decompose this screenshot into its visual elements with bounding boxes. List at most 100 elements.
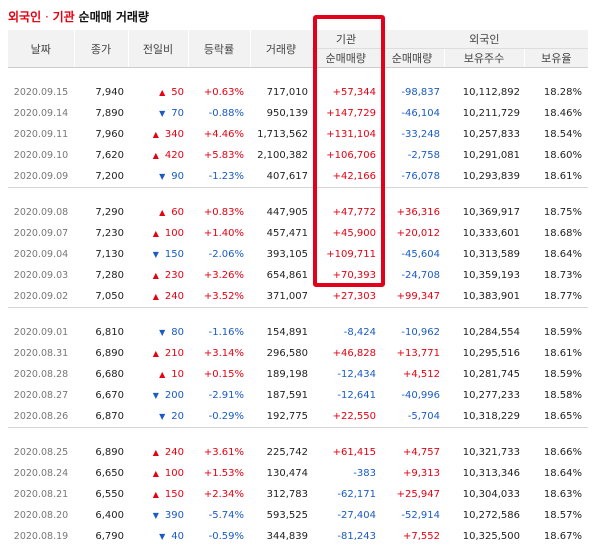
triangle-down-icon: ▼ bbox=[159, 172, 165, 181]
trading-table: 날짜 종가 전일비 등락률 거래량 기관 외국인 순매매량 순매매량 보유주수 … bbox=[8, 30, 588, 547]
header-institution: 기관 bbox=[312, 30, 380, 49]
change-value: 60 bbox=[171, 207, 184, 218]
change-value: 90 bbox=[171, 171, 184, 182]
cell-foreign-shares: 10,211,729 bbox=[444, 103, 524, 124]
cell-rate: +2.34% bbox=[188, 484, 250, 505]
cell-rate: +0.63% bbox=[188, 82, 250, 103]
cell-rate: +1.40% bbox=[188, 223, 250, 244]
cell-close: 7,130 bbox=[74, 244, 128, 265]
header-foreign-shares: 보유주수 bbox=[444, 49, 524, 68]
cell-inst-net: +61,415 bbox=[312, 442, 380, 463]
cell-rate: -5.74% bbox=[188, 505, 250, 526]
group-separator bbox=[8, 68, 588, 83]
change-value: 70 bbox=[171, 108, 184, 119]
cell-foreign-ratio: 18.67% bbox=[524, 526, 588, 547]
header-change: 전일비 bbox=[128, 30, 188, 68]
cell-foreign-net: +20,012 bbox=[380, 223, 444, 244]
cell-close: 7,940 bbox=[74, 82, 128, 103]
title-foreign: 외국인 bbox=[8, 10, 41, 24]
change-value: 50 bbox=[171, 87, 184, 98]
cell-inst-net: +42,166 bbox=[312, 166, 380, 188]
title-rest: 순매매 거래량 bbox=[79, 10, 149, 24]
cell-inst-net: -383 bbox=[312, 463, 380, 484]
change-value: 390 bbox=[165, 510, 184, 521]
cell-date: 2020.08.21 bbox=[8, 484, 74, 505]
cell-date: 2020.08.27 bbox=[8, 385, 74, 406]
cell-foreign-ratio: 18.77% bbox=[524, 286, 588, 308]
cell-foreign-net: +9,313 bbox=[380, 463, 444, 484]
cell-foreign-shares: 10,359,193 bbox=[444, 265, 524, 286]
cell-volume: 717,010 bbox=[250, 82, 312, 103]
cell-foreign-ratio: 18.73% bbox=[524, 265, 588, 286]
triangle-up-icon: ▲ bbox=[153, 469, 159, 478]
cell-close: 6,400 bbox=[74, 505, 128, 526]
cell-close: 6,790 bbox=[74, 526, 128, 547]
change-value: 240 bbox=[165, 447, 184, 458]
cell-change: ▲10 bbox=[128, 364, 188, 385]
cell-rate: +0.83% bbox=[188, 202, 250, 223]
cell-foreign-shares: 10,295,516 bbox=[444, 343, 524, 364]
cell-foreign-ratio: 18.57% bbox=[524, 505, 588, 526]
cell-volume: 393,105 bbox=[250, 244, 312, 265]
cell-foreign-ratio: 18.46% bbox=[524, 103, 588, 124]
cell-inst-net: -12,434 bbox=[312, 364, 380, 385]
cell-foreign-shares: 10,313,589 bbox=[444, 244, 524, 265]
cell-date: 2020.08.20 bbox=[8, 505, 74, 526]
cell-volume: 225,742 bbox=[250, 442, 312, 463]
cell-foreign-shares: 10,318,229 bbox=[444, 406, 524, 428]
cell-volume: 950,139 bbox=[250, 103, 312, 124]
cell-date: 2020.08.25 bbox=[8, 442, 74, 463]
cell-foreign-shares: 10,383,901 bbox=[444, 286, 524, 308]
cell-inst-net: +131,104 bbox=[312, 124, 380, 145]
cell-change: ▲100 bbox=[128, 223, 188, 244]
header-foreign-ratio: 보유율 bbox=[524, 49, 588, 68]
cell-foreign-ratio: 18.59% bbox=[524, 322, 588, 343]
cell-volume: 457,471 bbox=[250, 223, 312, 244]
cell-change: ▼40 bbox=[128, 526, 188, 547]
cell-volume: 371,007 bbox=[250, 286, 312, 308]
title-institution: 기관 bbox=[53, 10, 75, 24]
cell-foreign-shares: 10,291,081 bbox=[444, 145, 524, 166]
cell-foreign-shares: 10,284,554 bbox=[444, 322, 524, 343]
cell-inst-net: +147,729 bbox=[312, 103, 380, 124]
cell-foreign-net: -76,078 bbox=[380, 166, 444, 188]
change-value: 80 bbox=[171, 327, 184, 338]
cell-foreign-net: -5,704 bbox=[380, 406, 444, 428]
cell-change: ▼70 bbox=[128, 103, 188, 124]
cell-foreign-ratio: 18.58% bbox=[524, 385, 588, 406]
change-value: 20 bbox=[171, 411, 184, 422]
cell-inst-net: -8,424 bbox=[312, 322, 380, 343]
header-rate: 등락률 bbox=[188, 30, 250, 68]
triangle-up-icon: ▲ bbox=[153, 271, 159, 280]
cell-date: 2020.09.08 bbox=[8, 202, 74, 223]
cell-volume: 593,525 bbox=[250, 505, 312, 526]
cell-foreign-shares: 10,333,601 bbox=[444, 223, 524, 244]
cell-inst-net: +70,393 bbox=[312, 265, 380, 286]
change-value: 150 bbox=[165, 489, 184, 500]
cell-rate: -2.06% bbox=[188, 244, 250, 265]
change-value: 100 bbox=[165, 468, 184, 479]
title-dot: · bbox=[45, 10, 49, 24]
cell-foreign-ratio: 18.65% bbox=[524, 406, 588, 428]
triangle-up-icon: ▲ bbox=[153, 229, 159, 238]
cell-inst-net: +27,303 bbox=[312, 286, 380, 308]
cell-volume: 407,617 bbox=[250, 166, 312, 188]
cell-close: 6,890 bbox=[74, 442, 128, 463]
cell-foreign-ratio: 18.63% bbox=[524, 484, 588, 505]
cell-close: 7,620 bbox=[74, 145, 128, 166]
cell-volume: 296,580 bbox=[250, 343, 312, 364]
cell-volume: 189,198 bbox=[250, 364, 312, 385]
triangle-up-icon: ▲ bbox=[153, 349, 159, 358]
cell-foreign-net: -2,758 bbox=[380, 145, 444, 166]
cell-foreign-shares: 10,325,500 bbox=[444, 526, 524, 547]
cell-volume: 2,100,382 bbox=[250, 145, 312, 166]
cell-date: 2020.09.03 bbox=[8, 265, 74, 286]
cell-change: ▲420 bbox=[128, 145, 188, 166]
cell-foreign-ratio: 18.68% bbox=[524, 223, 588, 244]
